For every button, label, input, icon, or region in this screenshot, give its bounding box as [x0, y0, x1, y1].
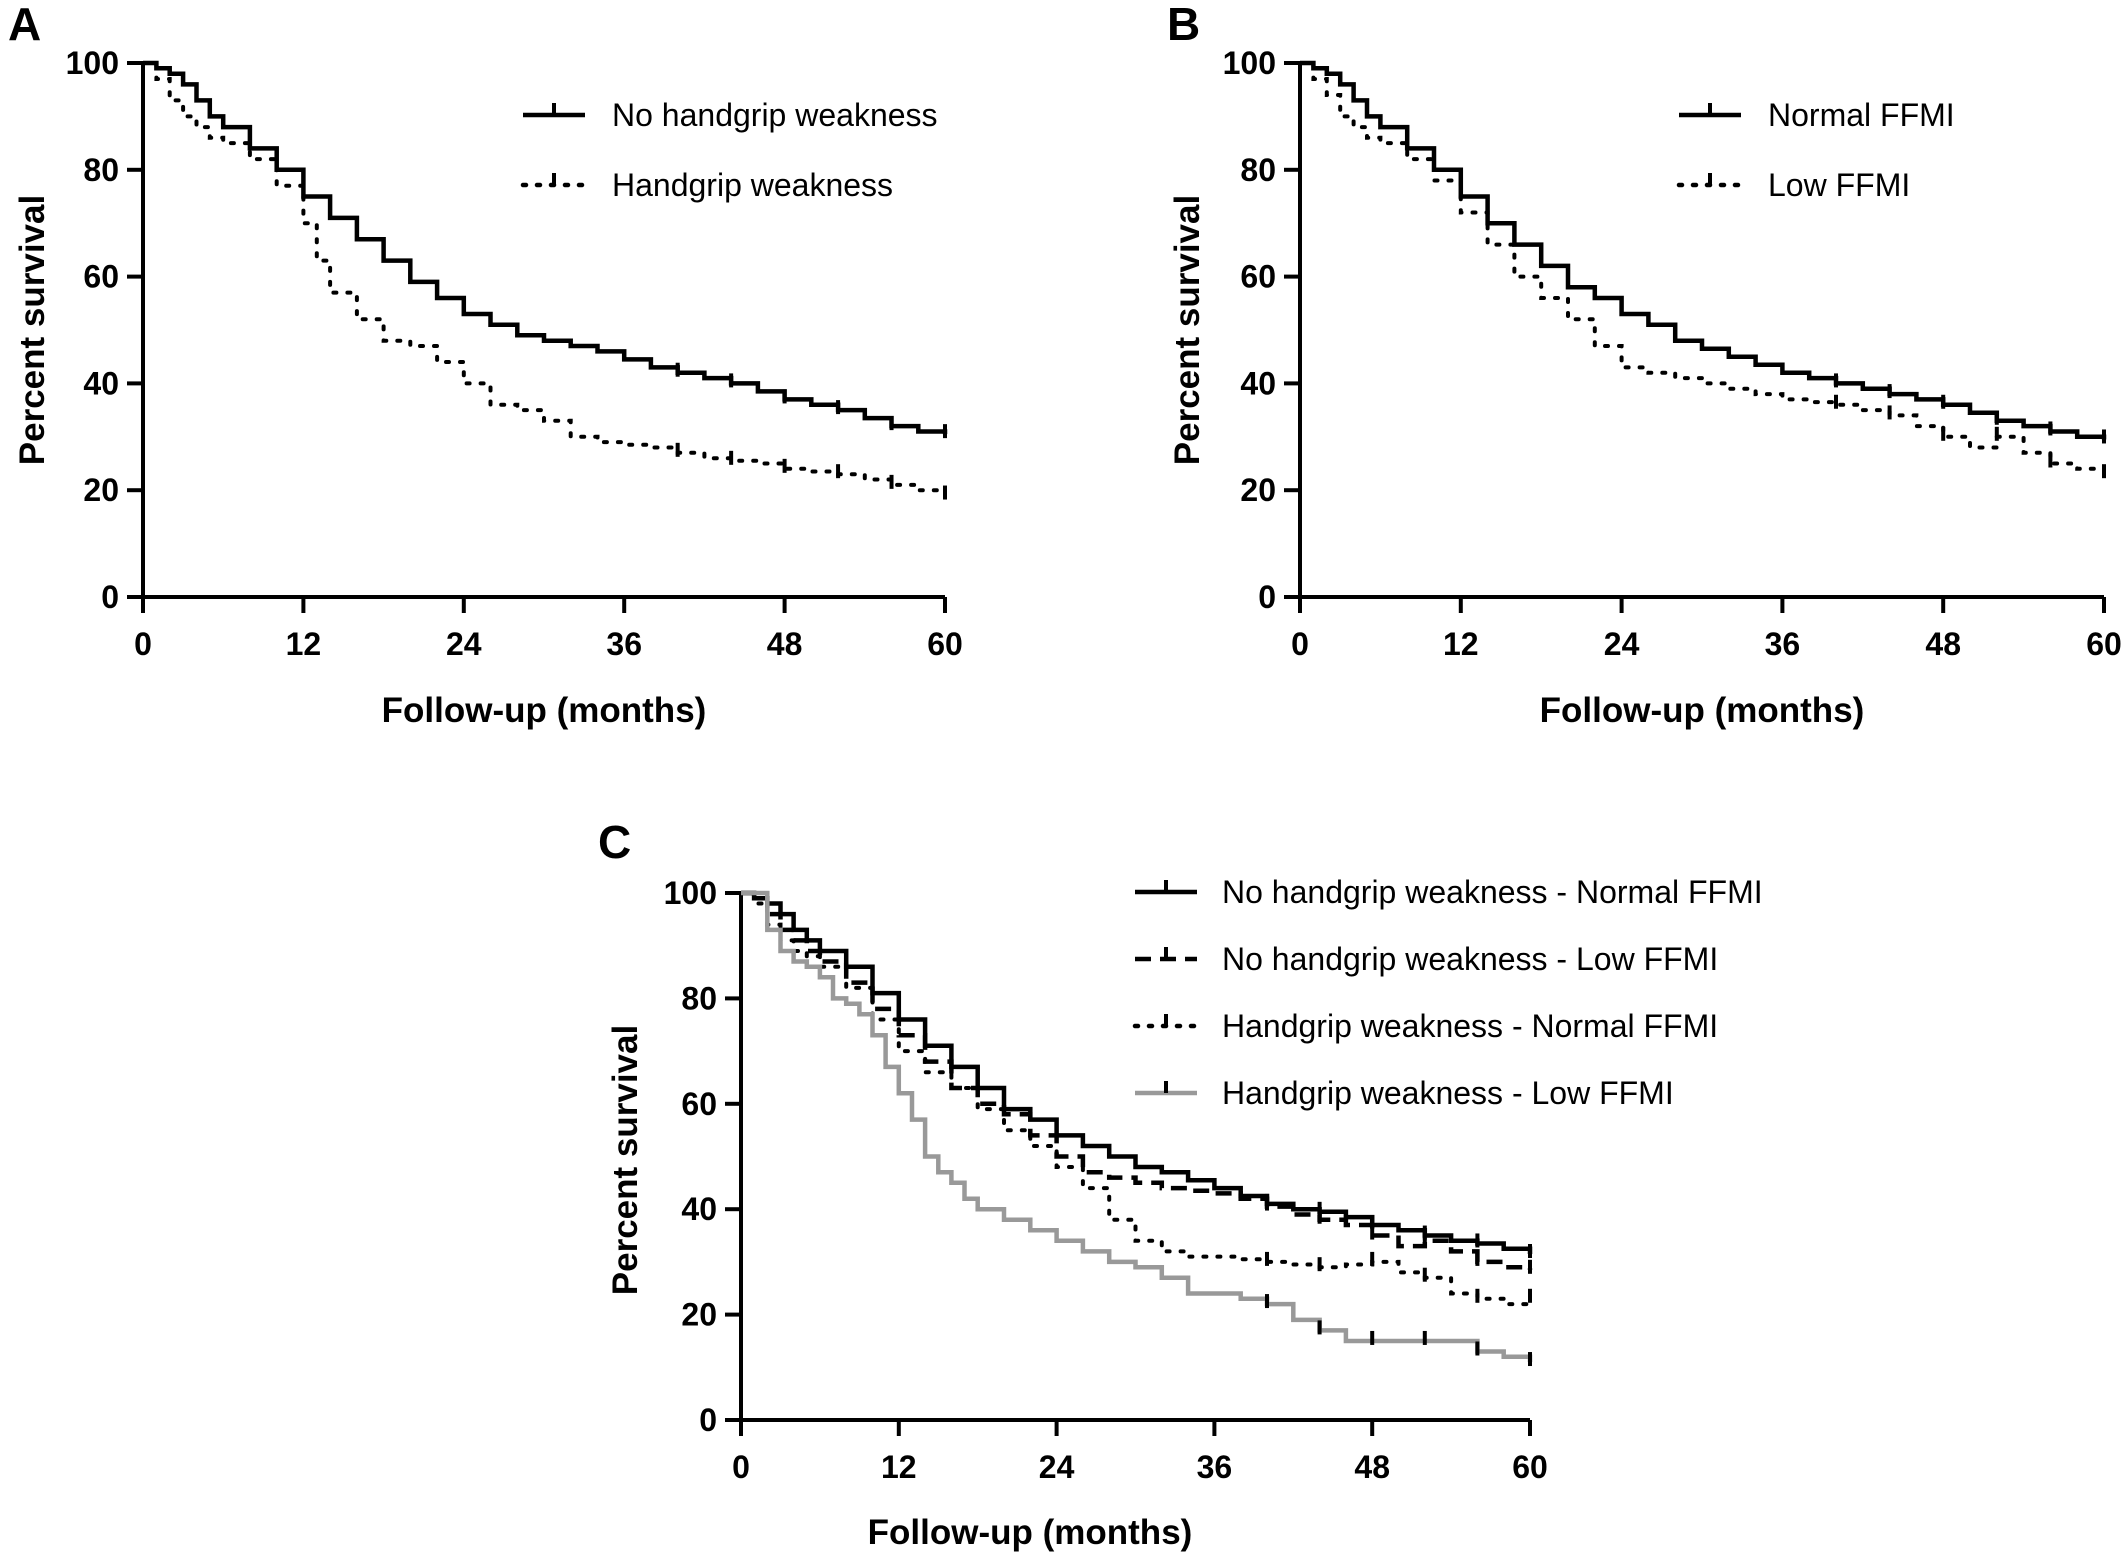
x-tick-label: 24 [1039, 1449, 1075, 1485]
series-line-2 [1298, 61, 2106, 477]
x-tick-label: 24 [446, 626, 482, 662]
x-tick-label: 60 [2086, 626, 2122, 662]
y-tick-label: 40 [83, 365, 119, 401]
x-tick-label: 12 [1443, 626, 1479, 662]
y-tick-label: 20 [681, 1297, 717, 1333]
panel-b: B 0 12 24 36 48 60 0 20 40 60 80 100 Follow-up (month… [1167, 0, 2122, 730]
y-axis-title: Percent survival [13, 195, 52, 465]
y-tick-label: 60 [681, 1086, 717, 1122]
y-tick-label: 60 [83, 259, 119, 295]
panel-c: C 0 12 24 36 48 60 0 20 40 60 80 100 Follow-up (month… [598, 816, 1763, 1552]
series-line-1 [741, 890, 1533, 1254]
y-tick-label: 80 [681, 980, 717, 1016]
y-tick-label: 20 [83, 472, 119, 508]
y-tick-label: 100 [664, 875, 717, 911]
x-tick-label: 12 [881, 1449, 917, 1485]
x-tick-label: 0 [134, 626, 152, 662]
legend-label: No handgrip weakness - Normal FFMI [1222, 874, 1763, 910]
y-axis-title: Percent survival [1168, 195, 1207, 465]
y-tick-label: 80 [83, 152, 119, 188]
x-tick-label: 36 [606, 626, 642, 662]
legend-label: No handgrip weakness [612, 97, 938, 133]
legend-label: Handgrip weakness - Low FFMI [1222, 1075, 1674, 1111]
series-line-1 [143, 60, 948, 435]
legend-label: No handgrip weakness - Low FFMI [1222, 941, 1718, 977]
x-tick-label: 0 [1291, 626, 1309, 662]
x-tick-label: 0 [732, 1449, 750, 1485]
y-tick-label: 60 [1240, 259, 1276, 295]
y-axis-title: Percent survival [606, 1025, 645, 1295]
y-tick-label: 0 [101, 579, 119, 615]
x-tick-label: 12 [286, 626, 322, 662]
x-tick-label: 60 [1512, 1449, 1548, 1485]
y-tick-label: 0 [699, 1402, 717, 1438]
panel-letter: A [8, 0, 41, 50]
y-tick-label: 100 [1223, 45, 1276, 81]
panel-a: A 0 12 24 36 48 60 0 20 40 60 80 100 Follow-up (month… [8, 0, 963, 730]
y-tick-label: 20 [1240, 472, 1276, 508]
panel-letter: B [1167, 0, 1200, 50]
y-tick-label: 40 [1240, 365, 1276, 401]
legend-label: Handgrip weakness - Normal FFMI [1222, 1008, 1718, 1044]
y-tick-label: 0 [1258, 579, 1276, 615]
x-tick-label: 36 [1197, 1449, 1233, 1485]
y-tick-label: 100 [66, 45, 119, 81]
x-axis-title: Follow-up (months) [382, 691, 707, 730]
y-tick-label: 80 [1240, 152, 1276, 188]
series-line-2 [141, 61, 947, 498]
x-tick-label: 48 [767, 626, 803, 662]
x-tick-label: 48 [1925, 626, 1961, 662]
x-tick-label: 48 [1354, 1449, 1390, 1485]
panel-letter: C [598, 816, 631, 868]
x-axis-title: Follow-up (months) [1540, 691, 1865, 730]
legend-label: Low FFMI [1768, 167, 1910, 203]
x-tick-label: 24 [1604, 626, 1640, 662]
series-line-3 [739, 891, 1532, 1307]
legend-label: Normal FFMI [1768, 97, 1955, 133]
x-tick-label: 36 [1765, 626, 1801, 662]
y-tick-label: 40 [681, 1191, 717, 1227]
series-line-2 [741, 890, 1533, 1270]
series-line-1 [1300, 60, 2107, 440]
legend-label: Handgrip weakness [612, 167, 893, 203]
x-axis-title: Follow-up (months) [868, 1513, 1193, 1552]
x-tick-label: 60 [927, 626, 963, 662]
